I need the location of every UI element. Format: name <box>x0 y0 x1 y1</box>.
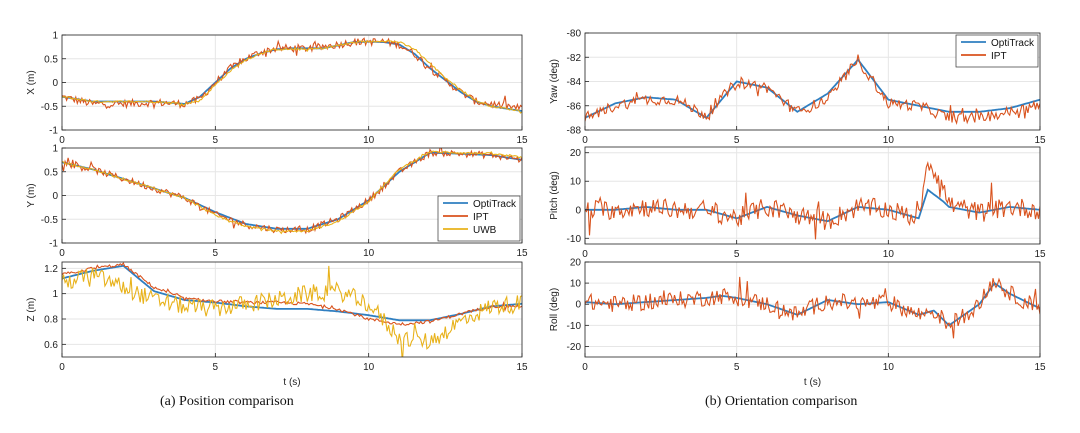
y-tick-label: 1.2 <box>44 264 58 275</box>
x-tick-label: 0 <box>582 135 588 146</box>
chart-z: 0 5 10 15 0.6 0.8 1 1.2 Z (m) t (s) <box>26 261 528 388</box>
y-axis-label: Y (m) <box>26 183 37 207</box>
legend: OptiTrack IPT <box>955 34 1039 68</box>
x-tick-label: 15 <box>516 135 528 146</box>
x-tick-label: 5 <box>734 249 740 260</box>
caption-position-comparison: (a) Position comparison <box>160 394 294 409</box>
series-line-y-uwb <box>62 150 522 235</box>
x-tick-label: 5 <box>213 248 219 259</box>
y-tick-label: 0.5 <box>44 167 58 178</box>
y-tick-label: -10 <box>567 234 582 245</box>
caption-orientation-comparison: (b) Orientation comparison <box>705 394 858 409</box>
y-axis-label: Pitch (deg) <box>549 171 560 219</box>
series-line-pitch-ipt <box>585 161 1040 240</box>
y-tick-label: 0 <box>52 78 58 89</box>
x-tick-label: 15 <box>516 248 528 259</box>
x-tick-label: 10 <box>363 135 375 146</box>
y-tick-label: 1 <box>52 31 58 42</box>
legend-box <box>955 34 1039 68</box>
x-tick-label: 5 <box>734 362 740 373</box>
x-tick-label: 10 <box>363 362 375 373</box>
y-tick-label: -86 <box>567 101 582 112</box>
y-axis-label: X (m) <box>26 70 37 94</box>
axes-frame <box>584 146 1041 245</box>
legend: OptiTrack IPT UWB <box>437 195 521 242</box>
y-tick-label: -20 <box>567 342 582 353</box>
x-tick-label: 10 <box>883 249 895 260</box>
axes-frame <box>584 261 1041 358</box>
series-line-z-optitrack <box>62 264 522 322</box>
y-tick-label: 10 <box>570 279 582 290</box>
series-line-yaw-ipt <box>585 54 1040 126</box>
x-tick-label: 15 <box>1034 135 1046 146</box>
series-line-roll-ipt <box>585 276 1040 339</box>
y-tick-label: -88 <box>567 126 582 137</box>
y-tick-label: 0 <box>575 205 581 216</box>
x-tick-label: 0 <box>582 249 588 260</box>
y-tick-label: 0.6 <box>44 340 58 351</box>
x-tick-label: 10 <box>883 135 895 146</box>
chart-y: 0 5 10 15 -1 -0.5 0 0.5 1 Y (m) OptiTrack IPT UWB <box>26 144 528 260</box>
y-axis-label: Yaw (deg) <box>549 59 560 104</box>
x-tick-label: 5 <box>213 362 219 373</box>
y-axis-label: Roll (deg) <box>549 288 560 331</box>
y-tick-label: -82 <box>567 53 582 64</box>
x-tick-label: 5 <box>734 135 740 146</box>
legend-label-uwb: UWB <box>473 225 497 236</box>
x-tick-label: 0 <box>59 135 65 146</box>
series-line-x-ipt <box>62 37 522 111</box>
chart-x: 0 5 10 15 -1 -0.5 0 0.5 1 X (m) <box>26 31 528 147</box>
series-line-z-uwb <box>62 265 522 357</box>
y-axis-label: Z (m) <box>26 298 37 322</box>
series-line-x-uwb <box>62 40 522 114</box>
y-tick-label: 1 <box>52 144 58 155</box>
x-tick-label: 5 <box>213 135 219 146</box>
y-tick-label: 0.8 <box>44 315 58 326</box>
x-tick-label: 15 <box>1034 362 1046 373</box>
y-tick-label: 0 <box>575 300 581 311</box>
series-line-roll-optitrack <box>585 281 1040 327</box>
legend-label-ipt: IPT <box>473 212 489 223</box>
legend-label-optitrack: OptiTrack <box>991 38 1035 49</box>
x-tick-label: 0 <box>582 362 588 373</box>
y-tick-label: 20 <box>570 148 582 159</box>
y-tick-label: 1 <box>52 289 58 300</box>
chart-roll: 0 5 10 15 -20 -10 0 10 20 Roll (deg) t (s) <box>549 258 1046 389</box>
x-axis-label: t (s) <box>283 377 300 388</box>
chart-yaw: 0 5 10 15 -88 -86 -84 -82 -80 Yaw (deg) OptiTrack I… <box>549 29 1046 147</box>
y-tick-label: 0 <box>52 191 58 202</box>
axes-frame <box>61 261 523 358</box>
y-tick-label: -80 <box>567 29 582 40</box>
y-tick-label: -84 <box>567 77 582 88</box>
y-tick-label: 10 <box>570 177 582 188</box>
x-axis-label: t (s) <box>804 377 821 388</box>
y-tick-label: -10 <box>567 321 582 332</box>
x-tick-label: 10 <box>363 248 375 259</box>
x-tick-label: 0 <box>59 248 65 259</box>
legend-label-optitrack: OptiTrack <box>473 199 517 210</box>
y-tick-label: 0.5 <box>44 54 58 65</box>
y-tick-label: -0.5 <box>41 215 59 226</box>
series-line-yaw-optitrack <box>585 58 1040 120</box>
series-line-x-optitrack <box>62 40 522 112</box>
x-tick-label: 15 <box>1034 249 1046 260</box>
y-tick-label: 20 <box>570 258 582 269</box>
y-tick-label: -0.5 <box>41 102 59 113</box>
x-tick-label: 10 <box>883 362 895 373</box>
legend-label-ipt: IPT <box>991 51 1007 62</box>
y-tick-label: -1 <box>49 239 58 250</box>
x-tick-label: 0 <box>59 362 65 373</box>
y-tick-label: -1 <box>49 126 58 137</box>
x-tick-label: 15 <box>516 362 528 373</box>
